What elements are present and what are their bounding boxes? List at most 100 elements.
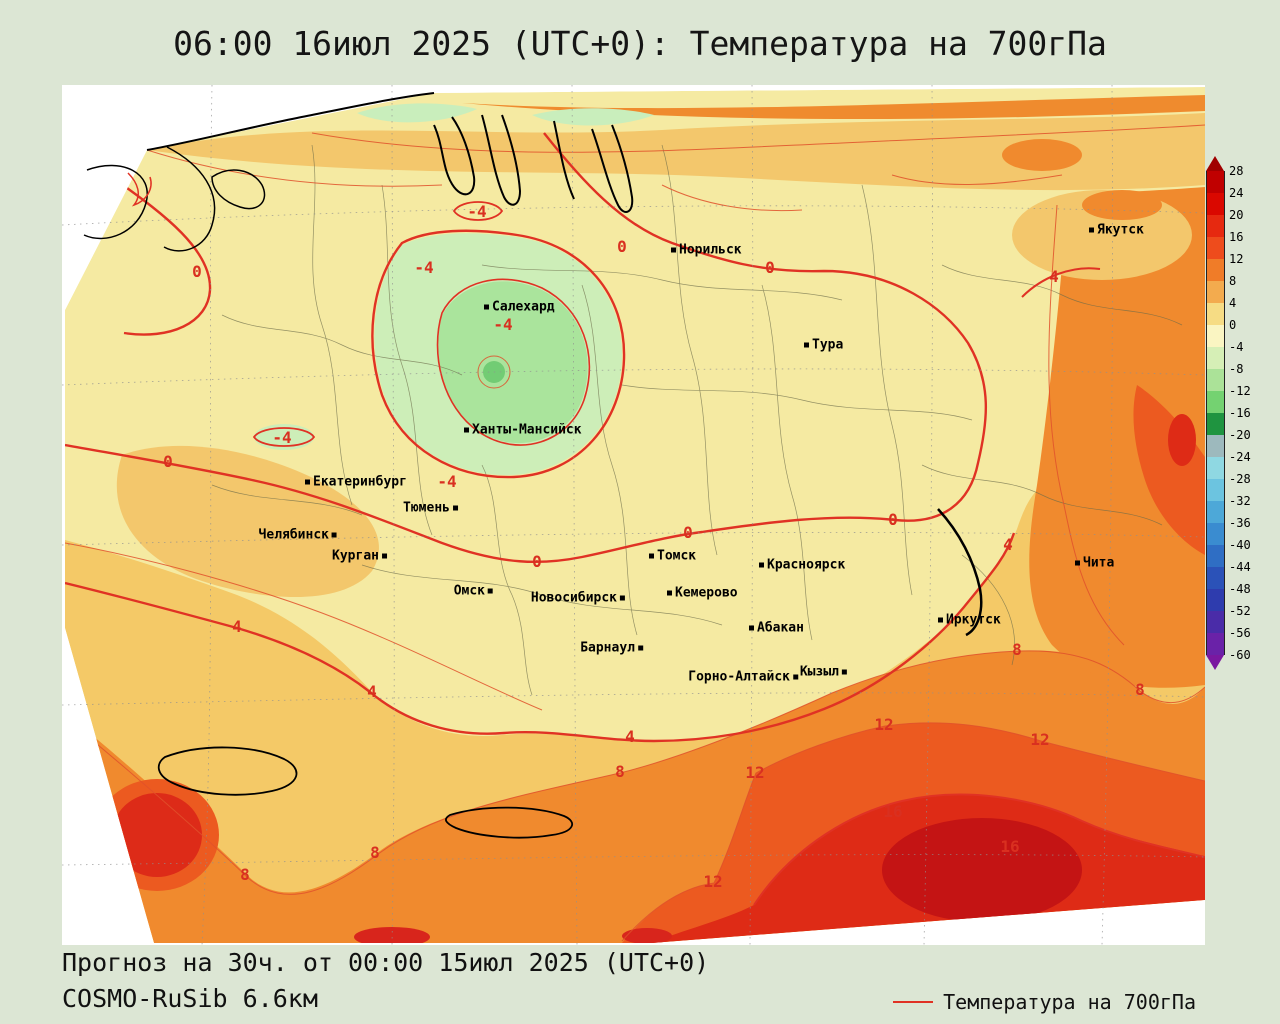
- contour-label: -4: [272, 428, 292, 447]
- city-dot-icon: [804, 342, 809, 348]
- colorbar-label: -16: [1229, 406, 1251, 420]
- colorbar-cell: [1207, 325, 1224, 347]
- colorbar-label: -12: [1229, 384, 1251, 398]
- city-marker: Салехард: [484, 301, 555, 314]
- colorbar-label: -20: [1229, 428, 1251, 442]
- city-dot-icon: [453, 505, 458, 511]
- map-legend: Температура на 700гПа: [893, 990, 1196, 1014]
- city-label: Томск: [657, 548, 697, 564]
- city-dot-icon: [305, 479, 310, 485]
- colorbar-label: 12: [1229, 252, 1244, 266]
- contour-label: -4: [437, 472, 457, 491]
- colorbar-label: -4: [1229, 340, 1244, 354]
- colorbar-arrow-down-icon: [1206, 655, 1224, 670]
- city-marker: Кызыл: [800, 666, 847, 679]
- contour-label: 12: [1030, 730, 1050, 749]
- city-dot-icon: [382, 553, 387, 559]
- colorbar-cell: [1207, 215, 1224, 237]
- contour-label: 0: [532, 552, 542, 571]
- city-label: Екатеринбург: [313, 474, 407, 490]
- city-marker: Курган: [332, 550, 387, 563]
- colorbar-cell: [1207, 171, 1224, 193]
- colorbar-label: -8: [1229, 362, 1244, 376]
- contour-label: 4: [1049, 267, 1059, 286]
- forecast-info: Прогноз на 30ч. от 00:00 15июл 2025 (UTC…: [62, 948, 710, 977]
- city-marker: Новосибирск: [531, 592, 625, 605]
- colorbar-cell: [1207, 369, 1224, 391]
- contour-label: 8: [1012, 640, 1022, 659]
- city-dot-icon: [464, 427, 469, 433]
- colorbar-cell: [1207, 391, 1224, 413]
- contour-label: 0: [163, 452, 173, 471]
- contour-label: 16: [883, 802, 903, 821]
- city-marker: Челябинск: [259, 529, 337, 542]
- colorbar-cell: [1207, 193, 1224, 215]
- colorbar-cell: [1207, 457, 1224, 479]
- colorbar-cell: [1207, 633, 1224, 655]
- contour-label: 16: [1000, 837, 1020, 856]
- colorbar-cells: [1206, 171, 1225, 655]
- temperature-line-swatch: [893, 1001, 934, 1003]
- colorbar-cell: [1207, 589, 1224, 611]
- city-marker: Якутск: [1089, 224, 1144, 237]
- colorbar-label: -52: [1229, 604, 1251, 618]
- colorbar-label: -32: [1229, 494, 1251, 508]
- contour-label: 8: [1135, 680, 1145, 699]
- contour-label: 4: [232, 617, 242, 636]
- colorbar-label: 28: [1229, 164, 1244, 178]
- colorbar-cell: [1207, 611, 1224, 633]
- contour-label: 0: [888, 510, 898, 529]
- colorbar-label: 4: [1229, 296, 1237, 310]
- city-label: Якутск: [1097, 222, 1144, 238]
- contour-label: -4: [467, 202, 487, 221]
- city-label: Чита: [1083, 555, 1115, 571]
- colorbar-cell: [1207, 281, 1224, 303]
- contour-label: 4: [367, 682, 377, 701]
- colorbar-label: -56: [1229, 626, 1251, 640]
- city-dot-icon: [671, 247, 676, 253]
- contour-label: 12: [703, 872, 723, 891]
- colorbar-cell: [1207, 303, 1224, 325]
- city-dot-icon: [938, 617, 943, 623]
- city-dot-icon: [1089, 227, 1094, 233]
- city-marker: Абакан: [749, 622, 804, 635]
- contour-label: 8: [370, 843, 380, 862]
- city-label: Новосибирск: [530, 590, 617, 606]
- colorbar-label: -44: [1229, 560, 1251, 574]
- contour-label: 4: [625, 727, 635, 746]
- city-dot-icon: [488, 588, 493, 594]
- weather-map: Норильск Якутск Салехард Тура Ханты-Мансийск…: [62, 85, 1205, 945]
- model-info: COSMO-RuSib 6.6км: [62, 984, 318, 1013]
- city-label: Абакан: [757, 620, 804, 636]
- city-label: Тюмень: [403, 500, 450, 516]
- colorbar-label: 24: [1229, 186, 1244, 200]
- contour-label: 8: [615, 762, 625, 781]
- colorbar-cell: [1207, 523, 1224, 545]
- contour-label: 12: [874, 715, 894, 734]
- colorbar-label: 8: [1229, 274, 1237, 288]
- city-marker: Кемерово: [667, 587, 738, 600]
- city-marker: Чита: [1075, 557, 1114, 570]
- city-marker: Красноярск: [759, 559, 845, 572]
- city-dot-icon: [793, 674, 798, 680]
- colorbar-label: -60: [1229, 648, 1251, 662]
- contour-label: 0: [683, 523, 693, 542]
- colorbar-cell: [1207, 435, 1224, 457]
- city-label: Тура: [812, 337, 844, 353]
- city-label: Кемерово: [675, 585, 738, 601]
- city-label: Челябинск: [258, 527, 329, 543]
- city-dot-icon: [1075, 560, 1080, 566]
- contour-label: 0: [617, 237, 627, 256]
- city-label: Иркутск: [946, 612, 1001, 628]
- colorbar-label: -24: [1229, 450, 1251, 464]
- colorbar-cell: [1207, 479, 1224, 501]
- city-dot-icon: [667, 590, 672, 596]
- city-label: Красноярск: [767, 557, 846, 573]
- city-dot-icon: [842, 669, 847, 675]
- colorbar-cell: [1207, 501, 1224, 523]
- colorbar-cell: [1207, 567, 1224, 589]
- city-dot-icon: [749, 625, 754, 631]
- page-title: 06:00 16июл 2025 (UTC+0): Температура на…: [173, 24, 1107, 63]
- city-marker: Тюмень: [403, 502, 458, 515]
- contour-label: 12: [745, 763, 765, 782]
